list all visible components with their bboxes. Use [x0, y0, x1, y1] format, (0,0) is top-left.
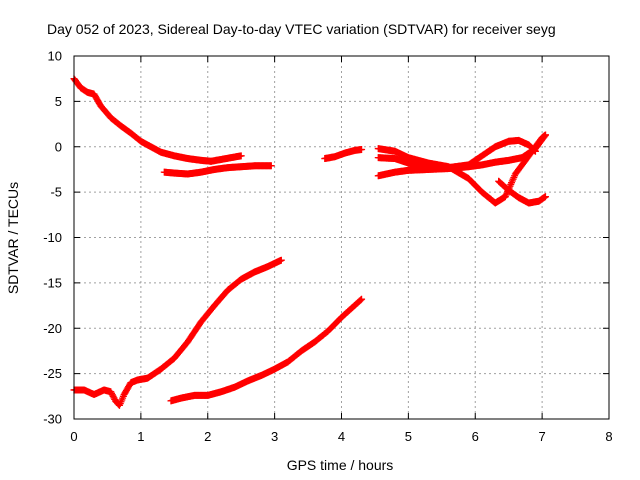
data-point: [356, 297, 364, 305]
x-tick-label: 3: [271, 429, 278, 444]
data-point: [277, 256, 285, 264]
ticks: 0 1 2 3 4 5 6 7 8 -30 -25 -20 -15 -10 -5 0 5 10: [43, 49, 612, 445]
data-point: [107, 388, 115, 396]
series-arc-7: [374, 131, 549, 180]
y-tick-label: -20: [43, 321, 62, 336]
y-tick-label: -5: [50, 185, 62, 200]
data-points: [70, 75, 549, 409]
data-point: [108, 391, 116, 399]
y-tick-label: -25: [43, 366, 62, 381]
data-point: [541, 193, 549, 201]
data-point: [358, 295, 366, 303]
x-tick-label: 6: [472, 429, 479, 444]
series-arc-9: [70, 256, 285, 409]
series-arc-4: [321, 145, 366, 163]
data-point: [358, 145, 366, 153]
data-point: [541, 131, 549, 139]
series-arc-1: [70, 75, 215, 165]
series-arc-2: [207, 152, 245, 165]
x-tick-label: 1: [137, 429, 144, 444]
data-point: [237, 152, 245, 160]
data-point: [110, 394, 118, 402]
data-point: [541, 132, 549, 140]
series-arc-10: [167, 295, 366, 405]
y-tick-label: -15: [43, 275, 62, 290]
x-tick-label: 4: [338, 429, 345, 444]
y-tick-label: -30: [43, 412, 62, 427]
data-point: [357, 296, 365, 304]
data-point: [108, 389, 116, 397]
series-arc-3: [160, 162, 275, 178]
x-tick-label: 2: [204, 429, 211, 444]
y-axis-label: SDTVAR / TECUs: [5, 182, 21, 294]
x-tick-label: 5: [405, 429, 412, 444]
x-tick-label: 0: [70, 429, 77, 444]
series-arc-8: [495, 177, 549, 207]
y-tick-label: 0: [55, 139, 62, 154]
grid: [74, 56, 609, 419]
y-tick-label: 5: [55, 94, 62, 109]
x-tick-label: 8: [605, 429, 612, 444]
y-tick-label: 10: [48, 49, 62, 64]
x-axis-label: GPS time / hours: [287, 457, 394, 473]
x-tick-label: 7: [539, 429, 546, 444]
y-tick-label: -10: [43, 230, 62, 245]
data-point: [109, 392, 117, 400]
chart-title: Day 052 of 2023, Sidereal Day-to-day VTE…: [47, 21, 556, 37]
data-point: [267, 162, 275, 170]
